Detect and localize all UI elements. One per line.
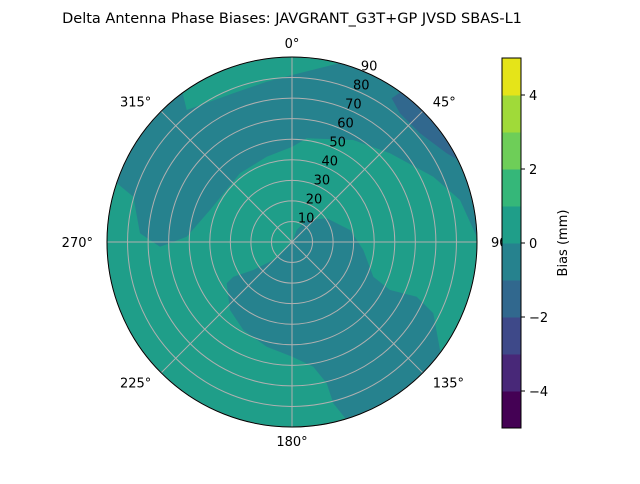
r-tick-label: 40 (321, 154, 338, 169)
r-tick-label: 50 (329, 136, 346, 151)
colorbar: −4 −2 0 2 4 (501, 57, 548, 429)
r-tick-label: 20 (306, 192, 323, 207)
r-tick-label: 60 (337, 117, 354, 132)
colorbar-band (502, 354, 521, 392)
chart-title: Delta Antenna Phase Biases: JAVGRANT_G3T… (62, 11, 522, 27)
colorbar-tick-label: 0 (529, 237, 537, 252)
theta-tick-label: 225° (120, 377, 151, 392)
colorbar-band (502, 317, 521, 355)
theta-gridline (160, 241, 293, 374)
theta-tick-label: 315° (120, 95, 151, 110)
r-tick-label: 30 (314, 173, 331, 188)
colorbar-band (502, 169, 521, 207)
theta-gridline (291, 110, 424, 243)
r-tick-label: 10 (298, 211, 315, 226)
theta-gridline (160, 110, 293, 243)
colorbar-band (502, 132, 521, 170)
theta-tick-label: 135° (433, 377, 464, 392)
r-tick-label: 80 (353, 79, 370, 94)
colorbar-band (502, 58, 521, 96)
colorbar-band (502, 280, 521, 318)
r-tick-label: 70 (345, 98, 362, 113)
polar-frame (106, 56, 478, 428)
theta-tick-label: 270° (62, 236, 93, 251)
colorbar-tick-label: 2 (529, 163, 537, 178)
colorbar-tick-label: −4 (529, 385, 548, 400)
colorbar-band (502, 391, 521, 429)
theta-tick-label: 180° (276, 435, 307, 450)
colorbar-band (502, 243, 521, 281)
colorbar-label: Bias (mm) (556, 210, 571, 277)
colorbar-band (502, 206, 521, 244)
r-tick-label: 90 (361, 60, 378, 75)
polar-plot-area: 0°45°90°135°180°225°270°315°102030405060… (62, 37, 514, 450)
theta-gridline (291, 241, 424, 374)
colorbar-tick-label: 4 (529, 89, 537, 104)
theta-tick-label: 45° (433, 95, 456, 110)
colorbar-tick-label: −2 (529, 311, 548, 326)
theta-tick-label: 0° (285, 37, 300, 52)
colorbar-band (502, 95, 521, 133)
